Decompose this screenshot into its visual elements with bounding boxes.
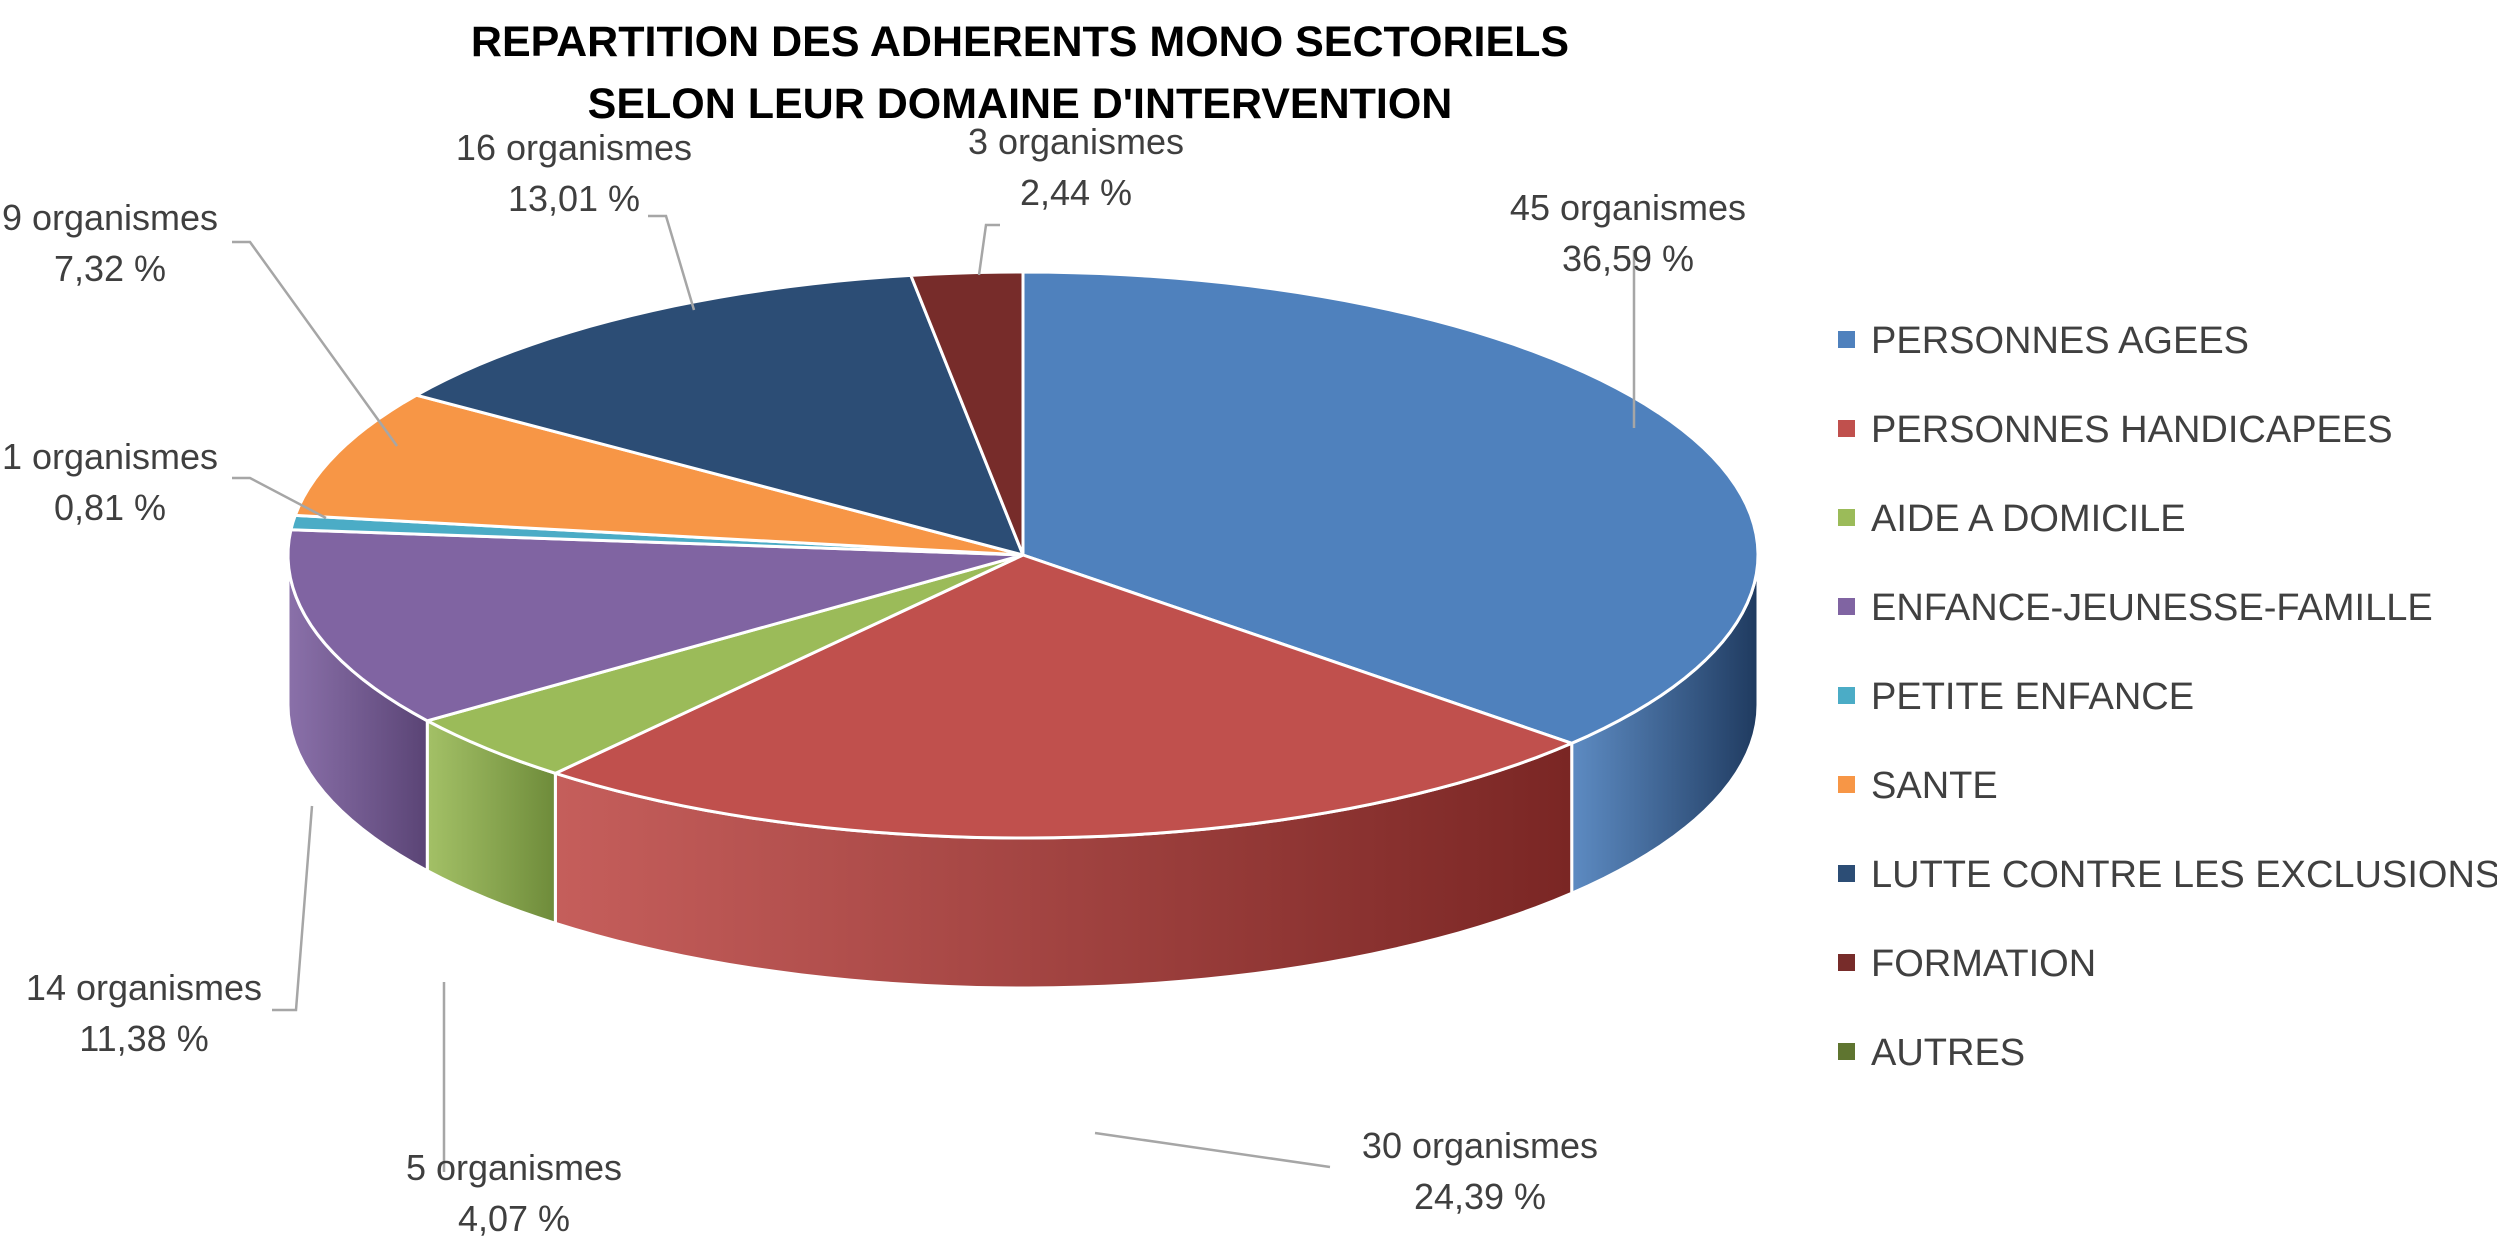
legend-label-personnes-handicapees: PERSONNES HANDICAPEES [1871,409,2393,451]
data-label-percent-enfance-jeunesse-famille: 11,38 % [79,1018,208,1059]
chart-title-line-1: REPARTITION DES ADHERENTS MONO SECTORIEL… [471,18,1569,66]
legend-label-petite-enfance: PETITE ENFANCE [1871,676,2194,718]
leader-lines [232,214,1636,1172]
legend-swatch-personnes-agees [1838,331,1855,348]
legend-swatch-sante [1838,776,1855,793]
data-label-count-personnes-handicapees: 30 organismes [1362,1125,1598,1166]
leader-line-personnes-handicapees [1094,1131,1331,1169]
leader-line-lutte-contre-les-exclusions [648,214,696,311]
data-label-percent-petite-enfance: 0,81 % [54,487,166,528]
data-label-percent-aide-a-domicile: 4,07 % [458,1198,570,1239]
leader-line-formation [977,223,1000,276]
legend-label-sante: SANTE [1871,765,1998,807]
leader-line-sante [232,240,399,447]
legend-label-enfance-jeunesse-famille: ENFANCE-JEUNESSE-FAMILLE [1871,587,2433,629]
leader-line-petite-enfance [232,476,327,520]
data-label-count-personnes-agees: 45 organismes [1510,187,1746,228]
legend-swatch-autres [1838,1043,1855,1060]
pie-slice-personnes-handicapees [553,553,1574,840]
leader-line-enfance-jeunesse-famille [272,805,314,1012]
pie-slice-lutte-contre-les-exclusions [414,273,1025,557]
chart-title-line-2: SELON LEUR DOMAINE D'INTERVENTION [588,80,1453,128]
data-label-count-enfance-jeunesse-famille: 14 organismes [26,967,262,1008]
data-label-percent-personnes-handicapees: 24,39 % [1414,1176,1546,1217]
legend-swatch-petite-enfance [1838,687,1855,704]
pie-slice-enfance-jeunesse-famille [286,528,1025,723]
pie-top [286,270,1760,840]
data-labels: 45 organismes 36,59 % 30 organismes 24,39 %… [2,121,1746,1239]
legend-swatch-personnes-handicapees [1838,420,1855,437]
legend: PERSONNES AGEES PERSONNES HANDICAPEES AIDE… [1838,320,2497,1074]
pie-slice-personnes-agees [1021,270,1760,745]
data-label-count-sante: 9 organismes [2,197,218,238]
legend-label-formation: FORMATION [1871,943,2096,985]
data-label-percent-formation: 2,44 % [1020,172,1132,213]
data-label-percent-sante: 7,32 % [54,248,166,289]
legend-label-personnes-agees: PERSONNES AGEES [1871,320,2249,362]
legend-label-aide-a-domicile: AIDE A DOMICILE [1871,498,2186,540]
data-label-count-aide-a-domicile: 5 organismes [406,1147,622,1188]
legend-label-autres: AUTRES [1871,1032,2025,1074]
pie-slice-aide-a-domicile [425,553,1025,775]
data-label-count-formation: 3 organismes [968,121,1184,162]
legend-swatch-aide-a-domicile [1838,509,1855,526]
legend-swatch-enfance-jeunesse-famille [1838,598,1855,615]
data-label-percent-personnes-agees: 36,59 % [1562,238,1694,279]
data-label-count-petite-enfance: 1 organismes [2,436,218,477]
data-label-percent-lutte-contre-les-exclusions: 13,01 % [508,178,640,219]
pie-slice-formation [909,270,1025,557]
legend-swatch-formation [1838,954,1855,971]
data-label-count-lutte-contre-les-exclusions: 16 organismes [456,127,692,168]
legend-swatch-lutte-contre-les-exclusions [1838,865,1855,882]
pie-slice-sante [293,393,1025,557]
legend-label-lutte-contre-les-exclusions: LUTTE CONTRE LES EXCLUSIONS [1871,854,2497,896]
